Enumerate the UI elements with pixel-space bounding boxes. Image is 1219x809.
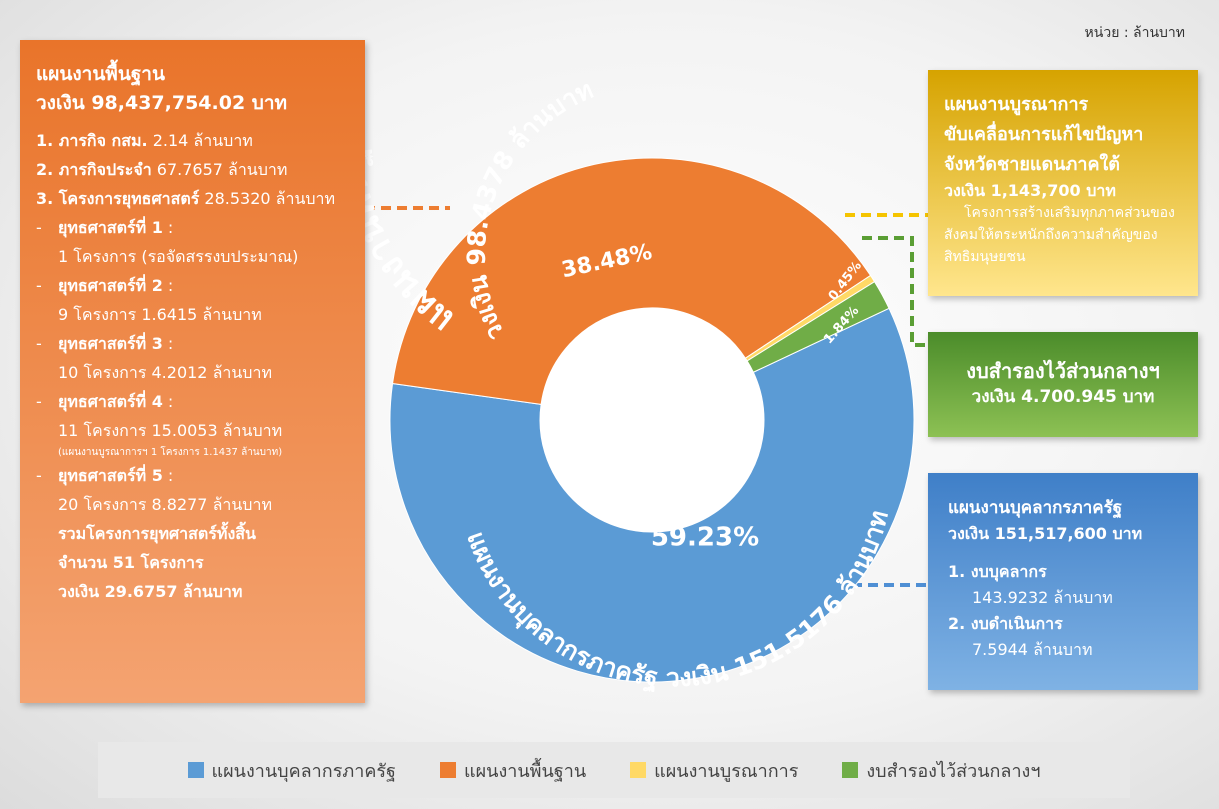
bold-text: 2. ภารกิจประจำ bbox=[36, 160, 152, 179]
personnel-panel: แผนงานบุคลากรภาครัฐวงเงิน 151,517,600 บา… bbox=[928, 473, 1198, 690]
strategy: ยุทธศาสตร์ที่ 4 : bbox=[36, 387, 349, 416]
legend-item: งบสำรองไว้ส่วนกลางฯ bbox=[842, 756, 1040, 785]
panel-body: โครงการสร้างเสริมทุกภาคส่วนของสังคมให้ตร… bbox=[944, 205, 1175, 265]
panel-budget: วงเงิน 1,143,700 บาท bbox=[944, 181, 1116, 200]
summary: วงเงิน 29.6757 ล้านบาท bbox=[58, 582, 243, 601]
item-value: 7.5944 ล้านบาท bbox=[972, 640, 1093, 659]
panel-title: แผนงานบุคลากรภาครัฐ bbox=[948, 498, 1123, 518]
item: 3. โครงการยุทธศาสตร์ 28.5320 ล้านบาท bbox=[36, 184, 349, 213]
bold-text: ยุทธศาสตร์ที่ 4 bbox=[58, 392, 163, 411]
legend-swatch bbox=[439, 762, 456, 778]
legend-item: แผนงานบุคลากรภาครัฐ bbox=[187, 756, 396, 785]
panel-budget: วงเงิน 151,517,600 บาท bbox=[948, 524, 1143, 543]
strategy-detail: 10 โครงการ 4.2012 ล้านบาท bbox=[58, 363, 272, 382]
panel-title: แผนงานบูรณาการ bbox=[944, 94, 1089, 115]
strategy-detail: 20 โครงการ 8.8277 ล้านบาท bbox=[58, 495, 272, 514]
text: 2.14 ล้านบาท bbox=[152, 131, 253, 150]
text: : bbox=[167, 218, 174, 237]
panel-title: แผนงานพื้นฐาน bbox=[36, 63, 165, 85]
strategy: ยุทธศาสตร์ที่ 1 : bbox=[36, 213, 349, 242]
bold-text: 1. ภารกิจ กสม. bbox=[36, 131, 148, 150]
text: : bbox=[167, 334, 174, 353]
item: 2. ภารกิจประจำ 67.7657 ล้านบาท bbox=[36, 155, 349, 184]
text: 28.5320 ล้านบาท bbox=[204, 189, 336, 208]
panel-title: ขับเคลื่อนการแก้ไขปัญหา bbox=[944, 124, 1144, 145]
strategy-note: (แผนงานบูรณาการฯ 1 โครงการ 1.1437 ล้านบา… bbox=[58, 447, 283, 458]
item-value: 143.9232 ล้านบาท bbox=[972, 588, 1113, 607]
bold-text: ยุทธศาสตร์ที่ 2 bbox=[58, 276, 163, 295]
bold-text: ยุทธศาสตร์ที่ 3 bbox=[58, 334, 163, 353]
basic-panel: แผนงานพื้นฐานวงเงิน 98,437,754.02 บาท 1. … bbox=[20, 40, 365, 703]
legend-label: แผนงานพื้นฐาน bbox=[463, 760, 587, 782]
item-title: 2. งบดำเนินการ bbox=[948, 614, 1063, 633]
legend-swatch bbox=[842, 762, 859, 778]
legend-swatch bbox=[187, 762, 204, 778]
legend-label: งบสำรองไว้ส่วนกลางฯ bbox=[866, 760, 1041, 782]
text: : bbox=[167, 466, 174, 485]
legend-swatch bbox=[630, 762, 647, 778]
text: : bbox=[167, 276, 174, 295]
reserve-panel: งบสำรองไว้ส่วนกลางฯวงเงิน 4.700.945 บาท bbox=[928, 332, 1198, 437]
strategy: ยุทธศาสตร์ที่ 5 : bbox=[36, 461, 349, 490]
connector bbox=[862, 236, 928, 347]
legend-item: แผนงานบูรณาการ bbox=[630, 756, 798, 785]
bold-text: ยุทธศาสตร์ที่ 1 bbox=[58, 218, 163, 237]
legend-item: แผนงานพื้นฐาน bbox=[439, 756, 587, 785]
text: : bbox=[167, 392, 174, 411]
text: 67.7657 ล้านบาท bbox=[156, 160, 288, 179]
strategy: ยุทธศาสตร์ที่ 3 : bbox=[36, 329, 349, 358]
strategy-detail: 9 โครงการ 1.6415 ล้านบาท bbox=[58, 305, 262, 324]
panel-budget: วงเงิน 4.700.945 บาท bbox=[971, 387, 1155, 407]
legend: แผนงานบุคลากรภาครัฐ แผนงานพื้นฐาน แผนงานบู… bbox=[98, 742, 1130, 798]
summary: จำนวน 51 โครงการ bbox=[58, 553, 204, 572]
integration-panel: แผนงานบูรณาการขับเคลื่อนการแก้ไขปัญหาจัง… bbox=[928, 70, 1198, 296]
legend-label: แผนงานบูรณาการ bbox=[654, 760, 799, 782]
summary: รวมโครงการยุทศาสตร์ทั้งสิ้น bbox=[58, 524, 256, 543]
legend-label: แผนงานบุคลากรภาครัฐ bbox=[211, 760, 396, 782]
strategy: ยุทธศาสตร์ที่ 2 : bbox=[36, 271, 349, 300]
value-label: 59.23% bbox=[651, 523, 759, 553]
panel-title: งบสำรองไว้ส่วนกลางฯ bbox=[966, 359, 1160, 383]
bold-text: ยุทธศาสตร์ที่ 5 bbox=[58, 466, 163, 485]
bold-text: 3. โครงการยุทธศาสตร์ bbox=[36, 189, 200, 208]
panel-title: จังหวัดชายแดนภาคใต้ bbox=[944, 154, 1120, 175]
strategy-detail: 11 โครงการ 15.0053 ล้านบาท bbox=[58, 421, 283, 440]
strategy-detail: 1 โครงการ (รอจัดสรรงบประมาณ) bbox=[58, 247, 299, 266]
item: 1. ภารกิจ กสม. 2.14 ล้านบาท bbox=[36, 126, 349, 155]
donut-hole bbox=[540, 308, 764, 532]
item-title: 1. งบบุคลากร bbox=[948, 562, 1047, 581]
panel-budget: วงเงิน 98,437,754.02 บาท bbox=[36, 92, 288, 114]
unit-note: หน่วย : ล้านบาท bbox=[1084, 25, 1185, 41]
